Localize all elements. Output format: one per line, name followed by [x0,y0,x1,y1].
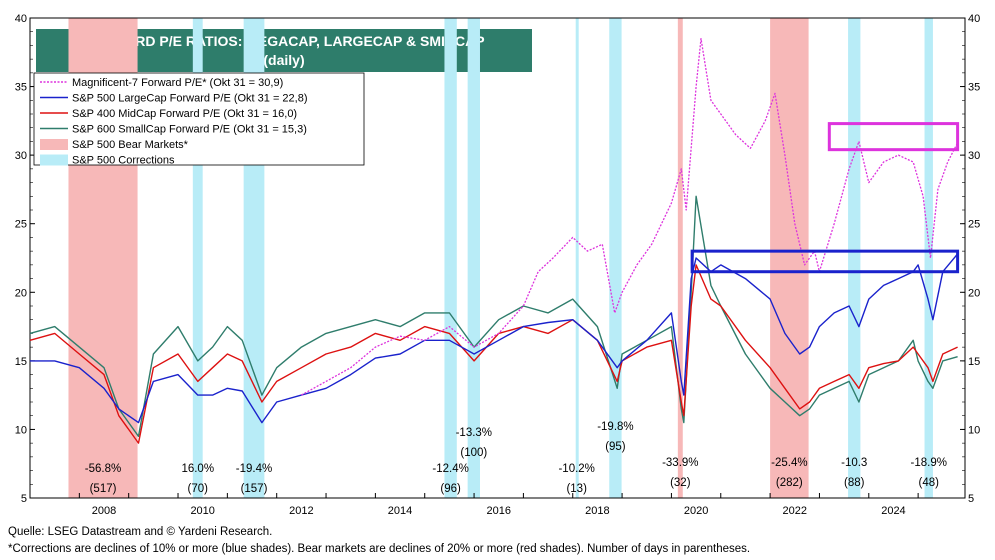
plot-frame [29,17,966,499]
period-pct-label: -12.4% [432,463,468,475]
series-line-sp500 [30,253,959,424]
x-tick-label: 2012 [289,505,313,517]
x-tick-label: 2022 [783,505,807,517]
correction-period-shade-10 [924,18,933,498]
y-tick-label-right: 20 [968,287,980,299]
bear-period-shade-7 [677,18,683,498]
y-tick-label-left: 15 [15,356,27,368]
y-tick-label-left: 30 [15,150,27,162]
y-tick-label-right: 30 [968,150,980,162]
period-days-label: (48) [919,477,940,489]
y-tick-label-right: 15 [968,356,980,368]
x-tick-label: 2016 [486,505,510,517]
period-pct-label: 16.0% [181,463,214,475]
y-tick-label-right: 5 [968,493,974,505]
legend-swatch-correction [40,154,68,166]
y-tick-label-right: 25 [968,219,980,231]
period-pct-label: -10.2% [558,463,594,475]
series-line-sp400 [29,264,958,444]
legend-label-sp500: S&P 500 LargeCap Forward P/E (Okt 31 = 2… [72,93,308,105]
legend: Magnificent-7 Forward P/E* (Okt 31 = 30,… [33,72,365,167]
period-days-label: (70) [188,483,209,495]
period-days-label: (282) [776,477,803,489]
x-tick-label: 2020 [684,505,708,517]
correction-period-shade-1 [192,18,203,498]
x-tick-label: 2008 [92,505,116,517]
legend-label-bear: S&P 500 Bear Markets* [72,139,189,151]
y-tick-label-left: 5 [21,493,27,505]
period-pct-label: -19.4% [236,463,272,475]
y-tick-label-left: 20 [15,287,27,299]
x-tick-label: 2010 [190,505,214,517]
y-tick-label-right: 35 [968,82,980,94]
correction-period-shade-5 [575,18,579,498]
series-line-mag7 [301,37,959,396]
period-pct-label: -13.3% [456,427,492,439]
chart-title-line2: (daily) [263,52,305,68]
y-tick-label-left: 35 [15,82,27,94]
x-tick-label: 2014 [388,505,412,517]
period-pct-label: -10.3 [841,457,867,469]
period-pct-label: -25.4% [771,457,807,469]
y-tick-label-left: 25 [15,219,27,231]
period-days-label: (517) [90,483,117,495]
legend-box [33,72,365,166]
period-days-label: (95) [605,441,626,453]
correction-period-shade-3 [444,18,457,498]
bear-period-shade-8 [770,18,809,498]
period-days-label: (96) [440,483,461,495]
correction-period-shade-4 [467,18,480,498]
legend-label-mag7: Magnificent-7 Forward P/E* (Okt 31 = 30,… [72,77,283,89]
legend-label-correction: S&P 500 Corrections [72,155,175,167]
chart-title-line1: FORWARD P/E RATIOS: MEGACAP, LARGECAP & … [83,33,485,49]
legend-label-sp400: S&P 400 MidCap Forward P/E (Okt 31 = 16,… [72,108,297,120]
source-footnote: Quelle: LSEG Datastream and © Yardeni Re… [8,526,273,538]
y-tick-label-right: 10 [968,424,980,436]
period-days-label: (157) [241,483,268,495]
period-days-label: (100) [460,447,487,459]
period-pct-label: -19.8% [597,421,633,433]
series-line-sp600 [29,195,958,437]
period-days-label: (13) [566,483,587,495]
y-tick-label-left: 40 [15,13,27,25]
period-days-label: (88) [844,477,865,489]
period-pct-label: -18.9% [911,457,947,469]
legend-label-sp600: S&P 600 SmallCap Forward P/E (Okt 31 = 1… [72,124,307,136]
legend-swatch-bear [40,139,68,150]
period-pct-label: -56.8% [85,463,121,475]
y-tick-label-left: 10 [15,424,27,436]
y-tick-label-right: 40 [968,13,980,25]
period-pct-label: -33.9% [662,457,698,469]
period-days-label: (32) [670,477,691,489]
x-tick-label: 2018 [585,505,609,517]
highlight-box-sp500 [690,249,960,274]
definitions-footnote: *Corrections are declines of 10% or more… [8,543,751,555]
highlight-box-mag7 [827,122,960,152]
correction-period-shade-9 [848,18,861,498]
x-tick-label: 2024 [881,505,905,517]
